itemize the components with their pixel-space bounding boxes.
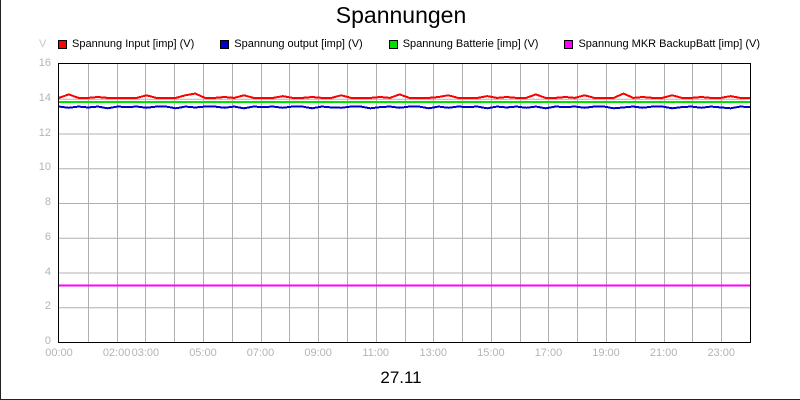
x-axis-tick-label: 15:00 [477,347,505,359]
legend-item-label: Spannung Input [imp] (V) [72,37,195,50]
legend-item-spannung-batterie[interactable]: Spannung Batterie [imp] (V) [388,37,539,50]
legend-item-label: Spannung MKR BackupBatt [imp] (V) [578,37,761,50]
x-axis-tick-label: 13:00 [419,347,448,359]
y-axis-labels: 16 14 12 10 8 6 4 2 0 [21,0,53,400]
series-line [59,105,750,110]
legend-item-label: Spannung Batterie [imp] (V) [402,37,539,50]
chart-legend: Spannung Input [imp] (V) Spannung output … [58,37,761,51]
x-axis-tick-label: 02:00 [102,347,131,359]
x-axis-tick-label: 11:00 [362,347,390,359]
y-axis-tick-label: 14 [38,91,51,104]
legend-item-spannung-input[interactable]: Spannung Input [imp] (V) [58,37,195,50]
x-axis-tick-label: 21:00 [649,347,678,359]
x-axis-title: 27.11 [380,368,422,387]
plot-area [58,63,751,343]
legend-item-spannung-mkr-backupbatt[interactable]: Spannung MKR BackupBatt [imp] (V) [564,37,761,50]
legend-color-swatch-icon [220,39,230,49]
x-axis-tick-label: 07:00 [246,347,275,359]
y-axis-tick-label: 4 [44,265,51,278]
x-axis-tick-label: 19:00 [592,347,620,359]
y-axis-tick-label: 16 [38,57,51,69]
legend-color-swatch-icon [388,39,398,49]
x-axis-tick-label: 23:00 [707,347,735,359]
legend-color-swatch-icon [58,39,67,49]
y-axis-tick-label: 10 [38,161,51,174]
x-axis-tick-label: 00:00 [45,347,73,359]
x-axis-tick-label: 05:00 [189,347,217,359]
legend-color-swatch-icon [564,39,574,49]
x-axis-tick-label: 17:00 [534,347,563,359]
y-axis-tick-label: 6 [44,230,51,243]
y-axis-tick-label: 8 [44,196,51,208]
x-axis-tick-label: 03:00 [131,347,160,359]
x-axis-tick-label: 09:00 [304,347,332,359]
y-axis-unit-label: V [39,38,47,50]
y-axis-tick-label: 2 [44,300,51,313]
y-axis-tick-label: 0 [44,335,51,347]
series-line [59,92,750,99]
y-axis-tick-label: 12 [38,126,51,139]
plot-svg [59,64,750,342]
chart-title: Spannungen [335,2,467,28]
legend-item-spannung-output[interactable]: Spannung output [imp] (V) [220,37,363,50]
legend-item-label: Spannung output [imp] (V) [234,37,363,50]
